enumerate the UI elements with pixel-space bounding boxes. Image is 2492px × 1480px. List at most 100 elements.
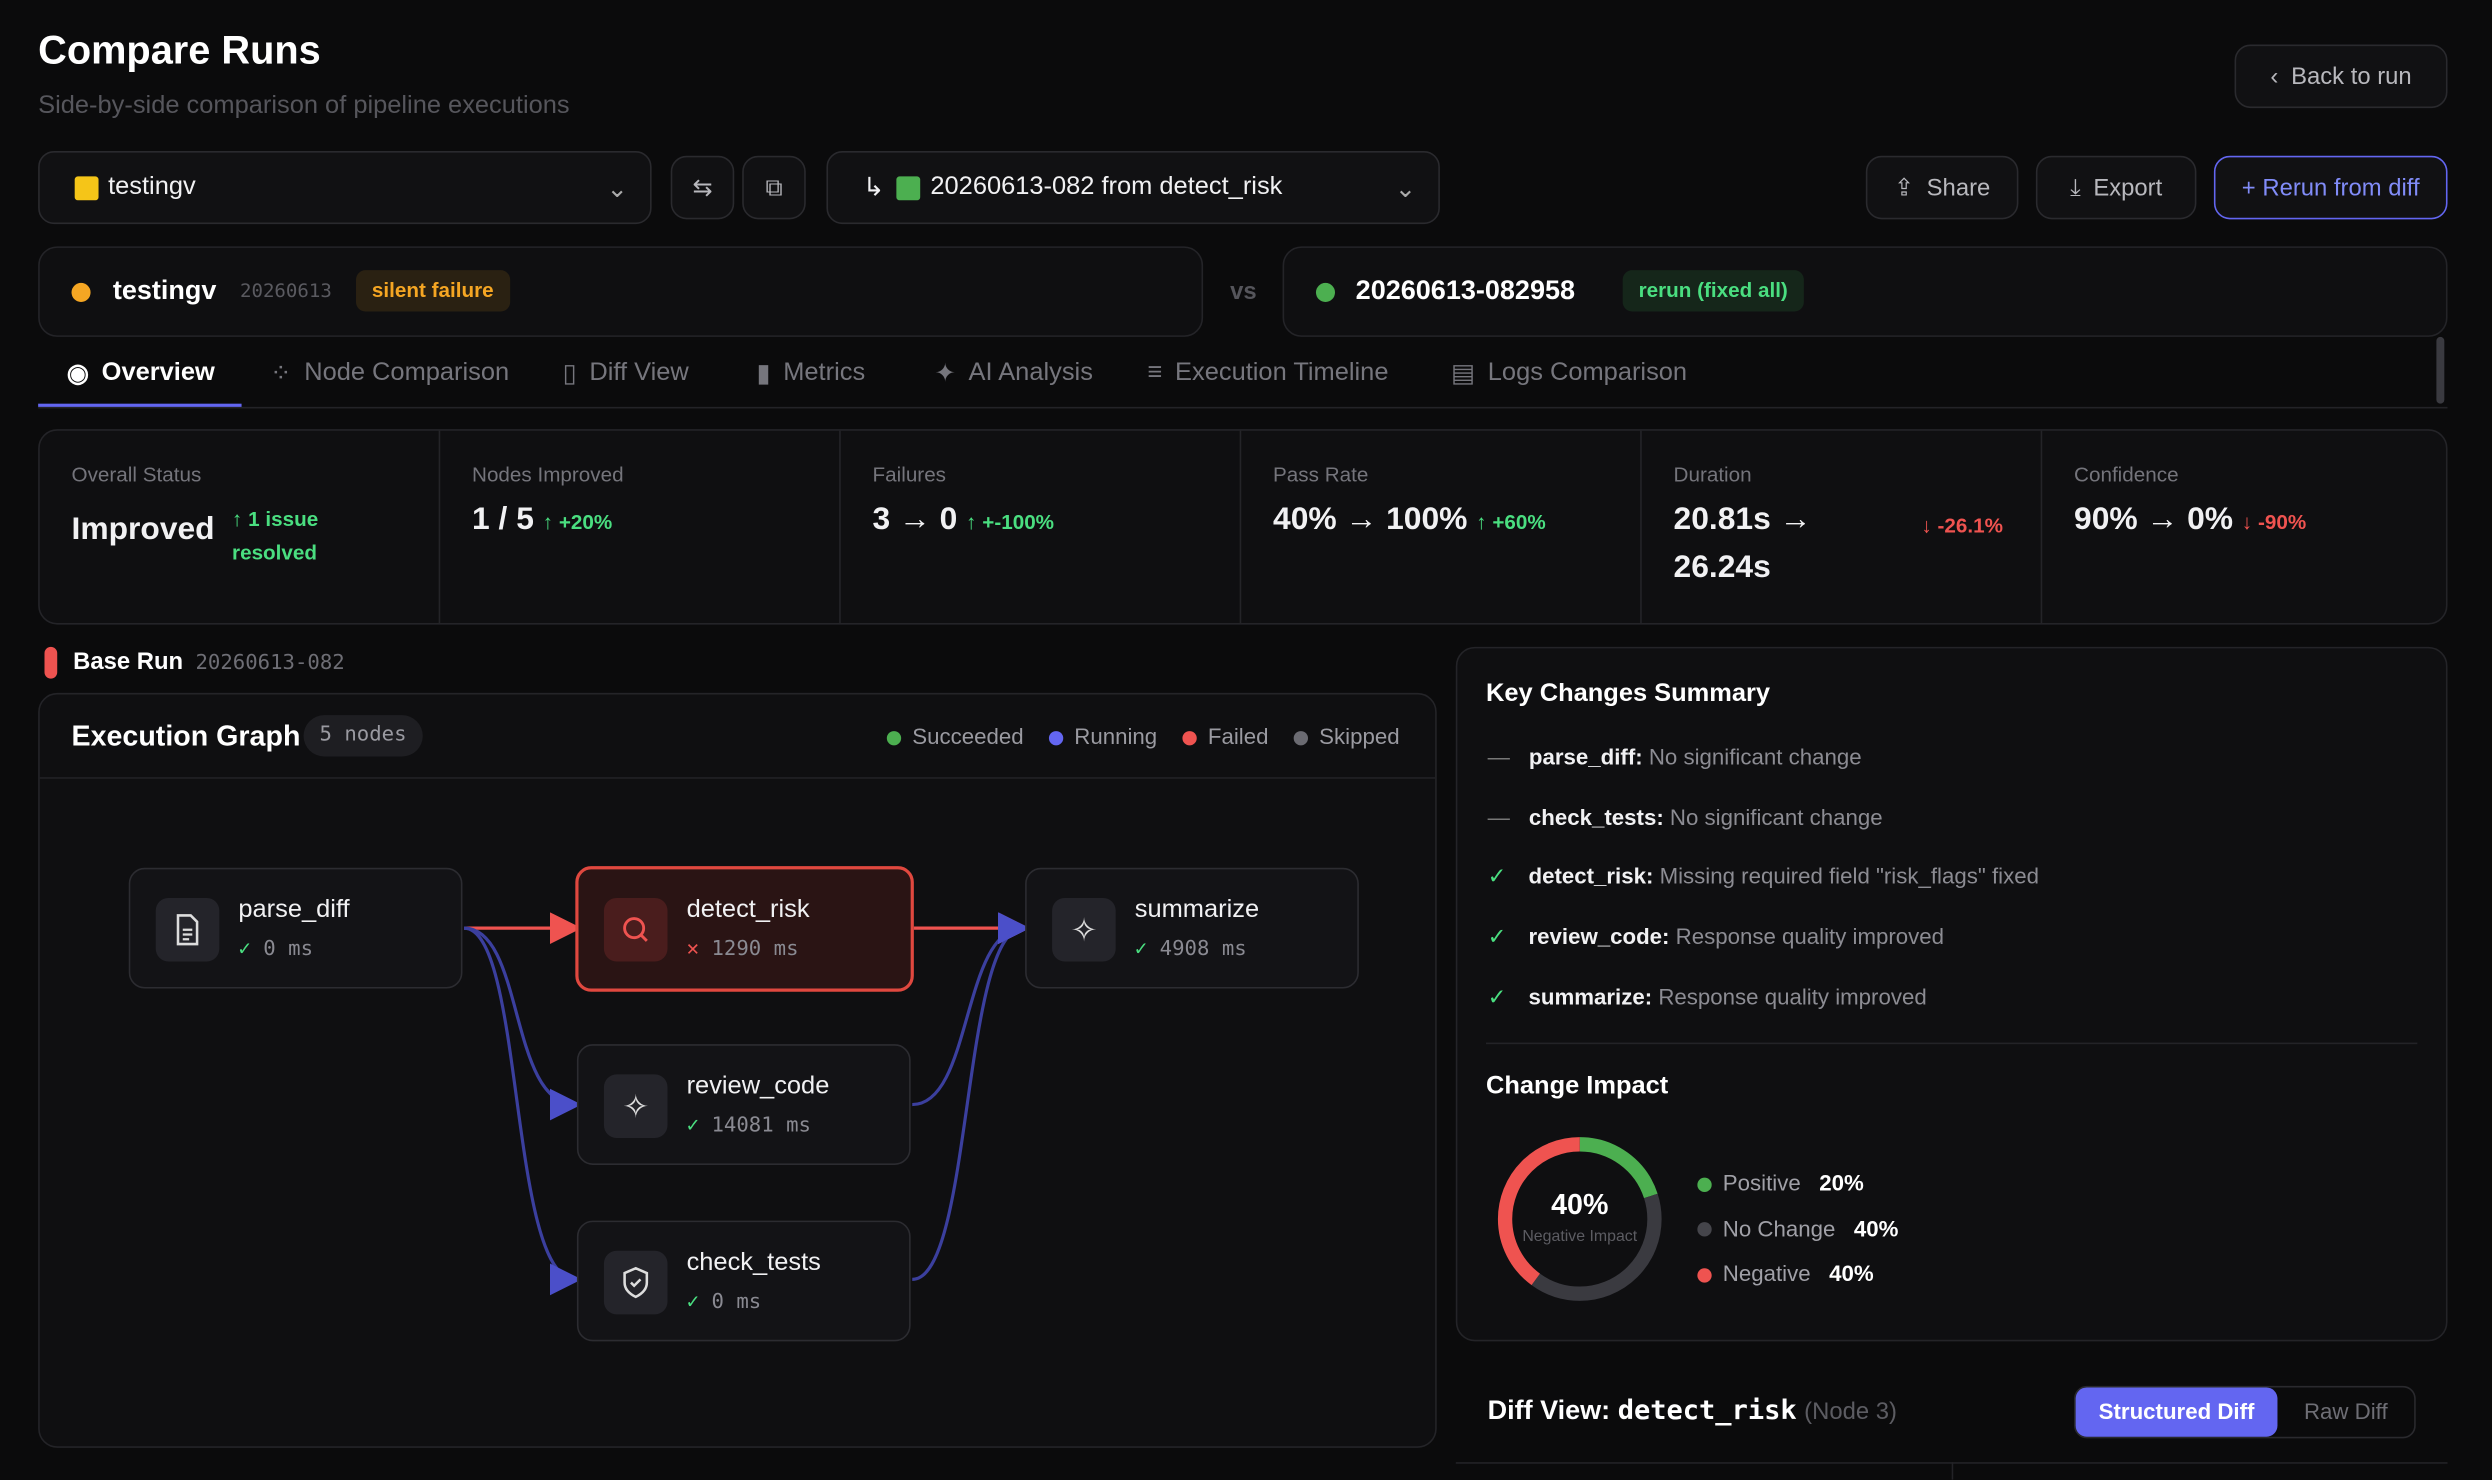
yellow-square-icon — [74, 175, 99, 200]
base-run-id: 20260613-082 — [195, 651, 345, 676]
node-parse-diff[interactable]: parse_diff ✓ 0 ms — [128, 867, 463, 989]
graph-title: Execution Graph — [71, 719, 301, 752]
export-button[interactable]: ⤓ Export — [2035, 155, 2197, 220]
dash-icon: — — [1487, 804, 1510, 830]
impact-no-change: No Change 40% — [1697, 1205, 1898, 1250]
back-to-run-button[interactable]: ‹ Back to run — [2234, 44, 2448, 109]
check-icon: ✓ — [1487, 983, 1507, 1010]
shield-check-icon — [603, 1250, 668, 1315]
share-button[interactable]: ⇪ Share — [1865, 155, 2019, 220]
chevron-down-icon: ⌄ — [606, 176, 628, 204]
check-icon: ✓ — [686, 1114, 700, 1138]
bar-chart-icon: ▮ — [756, 360, 771, 388]
graph-header-divider — [39, 777, 1436, 779]
edge-review-summarize — [912, 912, 1030, 1107]
green-square-icon — [897, 175, 921, 200]
metric-delta: ↑ 1 issue resolved — [232, 506, 319, 565]
base-run-id: 20260613 — [239, 279, 332, 302]
sparkle-icon: ✧ — [1052, 897, 1116, 962]
donut-center-value: 40% — [1551, 1188, 1609, 1221]
tab-logs-comparison[interactable]: ▤ Logs Comparison — [1451, 359, 1688, 388]
nodes-icon: ⁘ — [270, 360, 292, 388]
legend-succeeded: Succeeded — [886, 723, 1024, 749]
change-impact-title: Change Impact — [1485, 1072, 1669, 1100]
edge-parse-review — [463, 926, 582, 1121]
metric-delta: ↓ -90% — [2241, 510, 2307, 535]
timeline-icon: ≡ — [1147, 359, 1163, 387]
node-count-badge: 5 nodes — [303, 715, 423, 757]
key-change-item: ✓ review_code: Response quality improved — [1487, 923, 1945, 949]
rerun-from-diff-button[interactable]: + Rerun from diff — [2213, 155, 2448, 220]
graph-legend: Succeeded Running Failed Skipped — [886, 723, 1400, 749]
sparkle-icon: ✧ — [603, 1074, 668, 1138]
legend-running: Running — [1048, 723, 1157, 749]
tab-execution-timeline[interactable]: ≡ Execution Timeline — [1147, 359, 1389, 387]
compare-run-name: 20260613-082958 — [1355, 274, 1576, 306]
raw-diff-button[interactable]: Raw Diff — [2303, 1398, 2388, 1425]
metric-delta: ↑ +60% — [1476, 510, 1546, 535]
diff-view-title: Diff View: detect_risk (Node 3) — [1487, 1395, 1897, 1428]
diff-column-divider — [1951, 1462, 1954, 1480]
base-run-label: Base Run — [73, 648, 184, 676]
tab-metrics[interactable]: ▮ Metrics — [756, 359, 866, 388]
node-detect-risk[interactable]: detect_risk ✕ 1290 ms — [575, 866, 914, 992]
check-icon: ✓ — [686, 1290, 700, 1315]
metric-duration: Duration 20.81s → 26.24s ↓ -26.1% — [1642, 430, 2043, 624]
arrow-up-icon: ↑ — [232, 506, 249, 531]
impact-positive: Positive 20% — [1697, 1160, 1898, 1205]
impact-legend: Positive 20% No Change 40% Negative 40% — [1697, 1160, 1898, 1296]
donut-slice-no-change — [1497, 1137, 1662, 1301]
tab-overview[interactable]: ◉ Overview — [66, 359, 215, 388]
metric-delta: ↑ +20% — [542, 510, 613, 535]
status-dot-warning — [71, 282, 91, 302]
legend-failed: Failed — [1182, 723, 1268, 749]
edge-parse-check — [463, 926, 582, 1296]
x-icon: ✕ — [686, 937, 700, 962]
copy-button[interactable]: ⧉ — [742, 155, 806, 220]
status-dot-success — [1315, 282, 1336, 302]
copy-icon: ⧉ — [765, 174, 783, 202]
impact-negative: Negative 40% — [1697, 1251, 1898, 1296]
donut-slice-negative — [1497, 1137, 1662, 1301]
base-run-marker — [44, 646, 58, 679]
tab-active-underline — [38, 403, 242, 407]
log-icon: ▤ — [1451, 360, 1476, 388]
metric-failures: Failures 3 → 0 ↑ +-100% — [841, 430, 1242, 624]
key-changes-title: Key Changes Summary — [1485, 680, 1771, 708]
change-impact-donut — [1497, 1137, 1662, 1301]
metric-pass-rate: Pass Rate 40% → 100% ↑ +60% — [1241, 430, 1642, 624]
metric-delta: ↑ +-100% — [966, 510, 1055, 535]
vs-label: vs — [1230, 278, 1257, 306]
tab-ai-analysis[interactable]: ✦ AI Analysis — [934, 359, 1093, 388]
compare-run-select[interactable]: ↳ 20260613-082 from detect_risk ⌄ — [826, 150, 1440, 225]
legend-skipped: Skipped — [1293, 723, 1400, 749]
sparkle-icon: ✦ — [934, 360, 956, 388]
base-run-card: testingv 20260613 silent failure — [38, 246, 1204, 337]
page-title: Compare Runs — [38, 28, 321, 74]
tab-diff-view[interactable]: ▯ Diff View — [562, 359, 689, 388]
swap-runs-button[interactable]: ⇆ — [670, 155, 735, 220]
diff-mode-toggle — [2074, 1385, 2416, 1439]
key-change-item: ✓ detect_risk: Missing required field "ri… — [1487, 862, 2039, 889]
node-summarize[interactable]: ✧ summarize ✓ 4908 ms — [1025, 867, 1359, 989]
node-check-tests[interactable]: check_tests ✓ 0 ms — [576, 1220, 911, 1342]
swap-icon: ⇆ — [692, 174, 713, 202]
tab-node-comparison[interactable]: ⁘ Node Comparison — [270, 359, 510, 388]
metric-delta: ↓ -26.1% — [1921, 513, 2004, 538]
key-change-item: — check_tests: No significant change — [1487, 804, 1883, 830]
search-icon — [603, 897, 668, 962]
base-run-name: testingv — [112, 274, 217, 306]
base-run-select[interactable]: testingv ⌄ — [38, 150, 652, 225]
chevron-down-icon: ⌄ — [1394, 176, 1417, 204]
edge-check-summarize — [912, 912, 1030, 1281]
key-change-item: ✓ summarize: Response quality improved — [1487, 983, 1927, 1010]
document-icon — [155, 897, 220, 962]
structured-diff-button[interactable]: Structured Diff — [2075, 1387, 2278, 1437]
graph-edges — [463, 912, 1030, 1296]
branch-arrow-icon: ↳ — [862, 174, 885, 202]
metric-overall-status: Overall Status Improved ↑ 1 issue resolv… — [40, 430, 441, 624]
download-icon: ⤓ — [2070, 174, 2081, 202]
node-review-code[interactable]: ✧ review_code ✓ 14081 ms — [576, 1044, 911, 1165]
key-change-item: — parse_diff: No significant change — [1487, 743, 1862, 770]
scrollbar-thumb[interactable] — [2436, 336, 2445, 404]
